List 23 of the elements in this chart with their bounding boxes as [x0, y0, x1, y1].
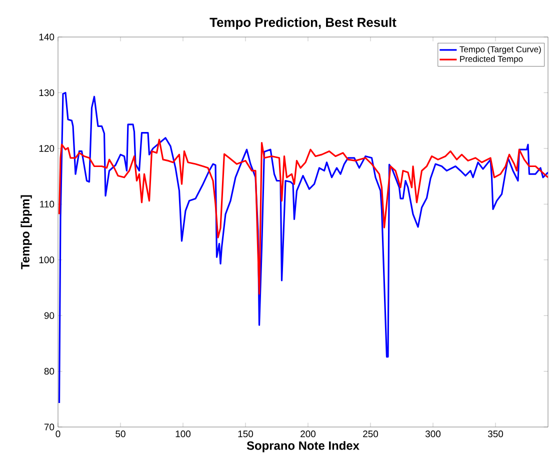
y-tick-label: 70 [44, 424, 54, 430]
line-series [58, 92, 548, 404]
x-axis-title: Soprano Note Index [246, 441, 360, 452]
y-tick-label: 90 [44, 312, 54, 319]
x-tick-label: 0 [56, 430, 60, 438]
x-tick-label: 200 [300, 430, 316, 438]
y-tick-label: 130 [39, 89, 54, 96]
y-tick-label: 100 [39, 256, 54, 264]
y-tick-label: 120 [39, 145, 54, 152]
x-tick-label: 250 [363, 430, 378, 438]
x-tick-label: 300 [425, 430, 441, 438]
legend-label: Tempo (Target Curve) [460, 46, 541, 54]
y-tick-label: 110 [40, 200, 54, 208]
line-series [58, 138, 548, 295]
y-tick-label: 80 [44, 368, 54, 375]
x-tick-label: 150 [238, 430, 254, 438]
x-tick-label: 50 [116, 430, 126, 438]
chart-title: Tempo Prediction, Best Result [210, 17, 396, 30]
y-axis-title: Tempo [bpm] [20, 195, 32, 270]
x-tick-label: 350 [488, 430, 504, 438]
x-tick-label: 100 [176, 430, 191, 438]
legend-label: Predicted Tempo [460, 56, 523, 64]
y-tick-label: 140 [39, 34, 54, 40]
